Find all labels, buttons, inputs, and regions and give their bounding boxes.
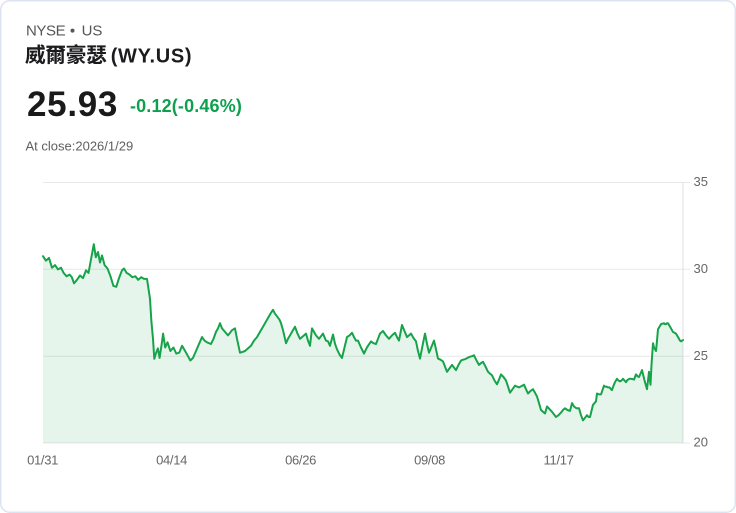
svg-text:(WY.US): (WY.US) <box>111 45 193 67</box>
svg-text:30: 30 <box>694 261 708 276</box>
svg-text:20: 20 <box>694 435 708 450</box>
svg-text:01/31: 01/31 <box>27 453 58 468</box>
svg-text:25.93: 25.93 <box>27 85 118 124</box>
svg-text:NYSE: NYSE <box>26 23 66 40</box>
svg-text:09/08: 09/08 <box>414 453 445 468</box>
svg-text:US: US <box>82 23 103 40</box>
svg-text:25: 25 <box>694 348 708 363</box>
svg-text:04/14: 04/14 <box>156 453 187 468</box>
svg-text:At close:2026/1/29: At close:2026/1/29 <box>26 139 134 154</box>
svg-text:-0.12(-0.46%): -0.12(-0.46%) <box>130 96 242 116</box>
svg-text:06/26: 06/26 <box>285 453 316 468</box>
svg-text:35: 35 <box>694 174 708 189</box>
svg-text:11/17: 11/17 <box>544 453 574 468</box>
